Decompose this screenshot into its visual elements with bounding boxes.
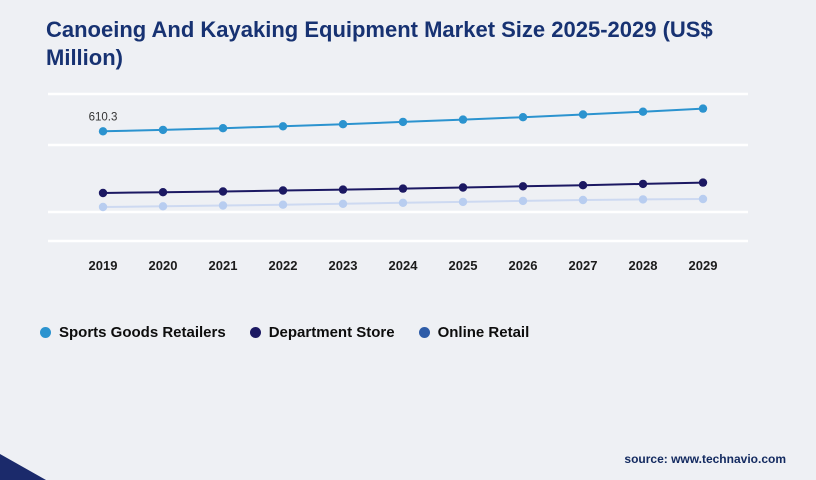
data-point	[158, 202, 168, 211]
source-attribution: source: www.technavio.com	[624, 452, 786, 466]
x-tick-label: 2027	[568, 258, 598, 273]
data-point	[518, 113, 528, 122]
value-annotation: 610.3	[89, 111, 118, 123]
x-tick-label: 2022	[268, 258, 298, 273]
data-point	[218, 187, 228, 196]
data-point	[638, 107, 648, 116]
data-point	[518, 182, 528, 191]
data-point	[98, 127, 108, 136]
legend-label: Online Retail	[437, 324, 530, 341]
data-point	[578, 181, 588, 190]
legend-dot-icon	[418, 327, 430, 338]
x-tick-label: 2024	[388, 258, 418, 273]
data-point	[278, 186, 288, 195]
data-point	[638, 179, 648, 189]
x-tick-label: 2026	[508, 258, 538, 273]
line-chart: 610.3	[48, 84, 748, 256]
x-tick-label: 2025	[448, 258, 478, 273]
x-tick-label: 2023	[328, 258, 358, 273]
legend-dot-icon	[40, 327, 51, 338]
corner-accent	[0, 454, 46, 480]
legend-label: Department Store	[268, 324, 395, 341]
data-point	[698, 178, 708, 187]
data-point	[638, 195, 648, 204]
data-point	[398, 198, 408, 207]
data-point	[698, 104, 708, 113]
x-tick-label: 2019	[88, 258, 118, 273]
data-point	[278, 122, 288, 131]
data-point	[158, 125, 168, 135]
data-point	[458, 183, 468, 192]
data-point	[338, 120, 348, 129]
data-point	[338, 199, 348, 208]
data-point	[578, 195, 588, 205]
data-point	[518, 196, 528, 206]
legend: Sports Goods Retailers Department Store On…	[40, 324, 529, 341]
legend-label: Sports Goods Retailers	[59, 324, 226, 341]
data-point	[218, 124, 228, 133]
data-point	[698, 194, 708, 204]
legend-item: Department Store	[249, 324, 395, 341]
data-point	[98, 202, 108, 212]
data-point	[218, 201, 228, 210]
x-axis: 2019 2020 2021 2022 2023 2024 2025 2026 2027 2028…	[0, 258, 816, 280]
legend-item: Sports Goods Retailers	[40, 324, 226, 341]
data-point	[98, 188, 108, 198]
data-point	[578, 110, 588, 119]
legend-item: Online Retail	[418, 324, 530, 341]
legend-dot-icon	[249, 327, 261, 338]
data-point	[158, 188, 168, 197]
x-tick-label: 2028	[628, 258, 658, 273]
x-tick-label: 2029	[688, 258, 718, 273]
data-point	[398, 184, 408, 193]
chart-title: Canoeing And Kayaking Equipment Market S…	[46, 17, 713, 70]
data-point	[458, 115, 468, 124]
data-point	[338, 185, 348, 194]
data-point	[458, 197, 468, 207]
data-point	[278, 200, 288, 209]
x-tick-label: 2021	[208, 258, 238, 273]
x-tick-label: 2020	[148, 258, 178, 273]
data-point	[398, 117, 408, 127]
chart-canvas: 610.3	[48, 92, 748, 243]
